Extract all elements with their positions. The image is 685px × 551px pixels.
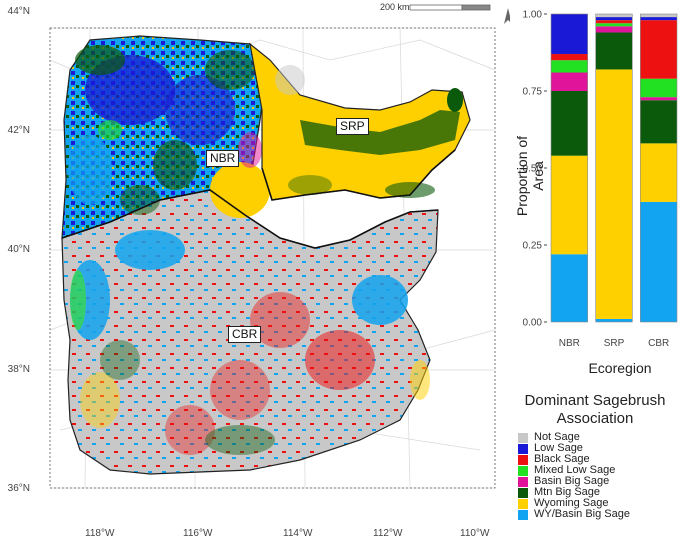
bar-segment (551, 254, 588, 322)
bar-segment (595, 17, 633, 21)
legend-swatch (518, 465, 528, 476)
legend-item: Basin Big Sage (518, 476, 680, 487)
region-label-nbr: NBR (206, 150, 240, 167)
lon-label: 116°W (183, 528, 213, 539)
legend-item: Wyoming Sage (518, 498, 680, 509)
legend-label: Black Sage (534, 453, 590, 465)
map-frame (49, 27, 496, 489)
y-axis-title: Proportion of Area (514, 135, 546, 217)
legend-item: Low Sage (518, 443, 680, 454)
chart-panel: 0.00 0.25 0.50 0.75 1.00 NBR SRP CBR Proportion… (505, 0, 685, 380)
legend-swatch (518, 443, 528, 454)
cbr-vegetation (70, 230, 430, 455)
legend-label: WY/Basin Big Sage (534, 508, 630, 520)
legend-item: Not Sage (518, 432, 680, 443)
bar-outline (550, 13, 588, 323)
bar-segment (640, 100, 677, 144)
legend-item: Mtn Big Sage (518, 487, 680, 498)
legend-item: Black Sage (518, 454, 680, 465)
legend-label: Mtn Big Sage (534, 486, 601, 498)
lon-label: 112°W (373, 528, 403, 539)
region-label-cbr: CBR (228, 326, 262, 343)
x-tick-label: CBR (648, 338, 669, 349)
legend-label: Wyoming Sage (534, 497, 609, 509)
legend-label: Basin Big Sage (534, 475, 610, 487)
lon-label: 118°W (85, 528, 115, 539)
legend: Dominant Sagebrush Association Not Sage L… (510, 392, 680, 520)
legend-items: Not Sage Low Sage Black Sage Mixed Low Sage… (518, 432, 680, 520)
bar-segment (595, 69, 633, 319)
scale-bar (409, 4, 491, 11)
bar-segment (640, 78, 677, 98)
bar-segment (551, 91, 588, 156)
lat-label: 38°N (7, 364, 30, 375)
bar-segment (640, 20, 677, 79)
y-tick-label: 0.00 (523, 318, 543, 329)
bar-outline (595, 13, 633, 323)
scale-bar-label: 200 km (380, 2, 410, 12)
nbr-vegetation (68, 45, 270, 218)
bar-segment (551, 72, 588, 91)
bar-segment (595, 14, 633, 18)
bar-segment (640, 17, 677, 21)
x-tick-label: SRP (604, 338, 625, 349)
stacked-bar-chart: 0.00 0.25 0.50 0.75 1.00 NBR SRP CBR (523, 10, 678, 349)
x-axis-title: Ecoregion (588, 360, 652, 376)
x-tick-label: NBR (559, 338, 580, 349)
legend-label: Mixed Low Sage (534, 464, 616, 476)
map-panel: 44°N 42°N 40°N 38°N 36°N 118°W 116°W 114… (7, 2, 512, 539)
legend-item: Mixed Low Sage (518, 465, 680, 476)
legend-label: Low Sage (534, 442, 583, 454)
lat-label: 36°N (7, 483, 30, 494)
bar-outline (640, 13, 678, 323)
legend-title-line2: Association (556, 410, 634, 427)
legend-swatch (518, 432, 528, 443)
bar-segment (595, 20, 633, 24)
bar-segment (595, 26, 633, 33)
srp-vegetation (275, 65, 463, 198)
bar-segment (551, 60, 588, 73)
bar-segment (551, 54, 588, 61)
bar-segment (640, 143, 677, 202)
y-tick-label: 0.75 (523, 87, 543, 98)
legend-item: WY/Basin Big Sage (518, 509, 680, 520)
bar-segment (595, 23, 633, 27)
legend-swatch (518, 476, 528, 487)
y-tick-label: 1.00 (523, 10, 543, 21)
lat-label: 44°N (7, 6, 30, 17)
bar-segment (551, 155, 588, 255)
bar-segment (640, 14, 677, 18)
legend-label: Not Sage (534, 431, 580, 443)
lat-label: 40°N (7, 244, 30, 255)
lon-label: 110°W (460, 528, 490, 539)
lat-label: 42°N (7, 125, 30, 136)
lon-label: 114°W (283, 528, 313, 539)
legend-swatch (518, 498, 528, 509)
region-label-srp: SRP (336, 118, 369, 135)
bar-segment (551, 14, 588, 55)
bar-segment (640, 97, 677, 101)
bar-segment (640, 201, 677, 322)
legend-swatch (518, 454, 528, 465)
bar-segment (595, 318, 633, 322)
y-tick-label: 0.50 (523, 164, 543, 175)
legend-swatch (518, 509, 528, 520)
map-svg (49, 4, 512, 489)
bar-segment (595, 32, 633, 70)
legend-swatch (518, 487, 528, 498)
legend-title-line1: Dominant Sagebrush (524, 392, 666, 409)
y-tick-label: 0.25 (523, 241, 543, 252)
